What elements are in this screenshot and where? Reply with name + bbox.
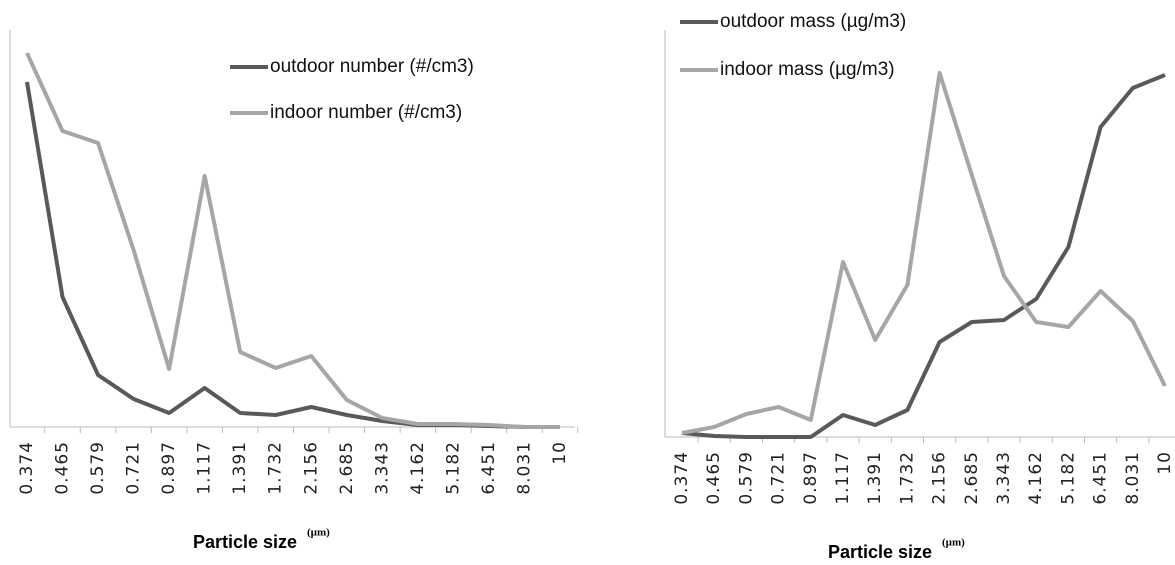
x-tick-label: 6.451	[479, 441, 499, 495]
x-tick-label: 1.732	[897, 451, 917, 505]
legend-label: indoor mass (µg/m3)	[720, 59, 895, 80]
x-tick-label: 2.156	[930, 451, 950, 505]
x-tick-label: 4.162	[1026, 451, 1046, 505]
legend-label: indoor number (#/cm3)	[270, 102, 462, 123]
x-tick-label: 2.685	[337, 441, 357, 495]
x-axis-unit: (µm)	[942, 537, 965, 549]
x-tick-label: 2.685	[962, 451, 982, 505]
x-tick-label: 0.897	[801, 451, 821, 505]
x-tick-label: 4.162	[408, 441, 428, 495]
x-axis-label: Particle size	[828, 542, 932, 562]
x-tick-label: 1.117	[195, 441, 215, 495]
x-tick-label: 0.374	[672, 451, 692, 505]
x-tick-label: 5.182	[443, 441, 463, 495]
x-tick-label: 6.451	[1091, 451, 1111, 505]
x-tick-label: 3.343	[994, 451, 1014, 505]
x-tick-label: 0.579	[88, 441, 108, 495]
x-axis-unit: (µm)	[307, 527, 330, 539]
data-line	[681, 73, 1166, 439]
x-tick-label: 0.579	[736, 451, 756, 505]
x-tick-label: 1.391	[230, 441, 250, 495]
x-tick-label: 1.391	[865, 451, 885, 505]
data-line	[25, 52, 560, 429]
legend-label: outdoor number (#/cm3)	[270, 56, 474, 77]
x-tick-label: 2.156	[301, 441, 321, 495]
x-tick-label: 8.031	[1123, 451, 1143, 505]
x-axis-label: Particle size	[193, 532, 297, 552]
x-tick-label: 0.721	[769, 451, 789, 505]
x-tick-label: 0.721	[124, 441, 144, 495]
legend-label: outdoor mass (µg/m3)	[720, 11, 906, 32]
x-tick-label: 5.182	[1058, 451, 1078, 505]
x-tick-label: 8.031	[514, 441, 534, 495]
x-tick-label: 0.897	[159, 441, 179, 495]
x-tick-label: 10	[1155, 451, 1175, 475]
x-tick-label: 1.732	[266, 441, 286, 495]
data-line	[681, 71, 1167, 435]
x-tick-label: 10	[550, 441, 570, 465]
data-line	[25, 81, 560, 429]
x-tick-label: 3.343	[372, 441, 392, 495]
x-tick-label: 1.117	[833, 451, 853, 505]
x-tick-label: 0.465	[704, 451, 724, 505]
x-tick-label: 0.374	[17, 441, 37, 495]
x-tick-label: 0.465	[53, 441, 73, 495]
